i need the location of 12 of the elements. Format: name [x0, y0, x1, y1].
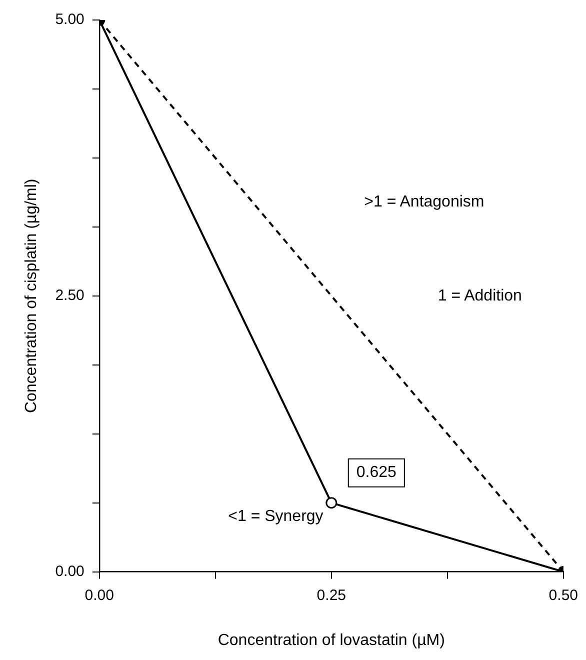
- y-tick-label: 0.00: [55, 562, 84, 580]
- y-tick-label: 5.00: [55, 11, 84, 28]
- annotation: >1 = Antagonism: [364, 194, 484, 210]
- x-tick-label: 0.50: [548, 586, 578, 604]
- y-axis-title: Concentration of cisplatin (µg/ml): [23, 178, 40, 413]
- annotation: <1 = Synergy: [228, 508, 324, 526]
- annotation: 0.625: [356, 464, 397, 482]
- y-tick-label: 2.50: [55, 287, 84, 304]
- x-tick-label: 0.25: [316, 586, 346, 604]
- annotation: 1 = Addition: [438, 287, 522, 304]
- x-axis-title: Concentration of lovastatin (µM): [218, 632, 445, 649]
- x-tick-label: 0.00: [84, 586, 114, 604]
